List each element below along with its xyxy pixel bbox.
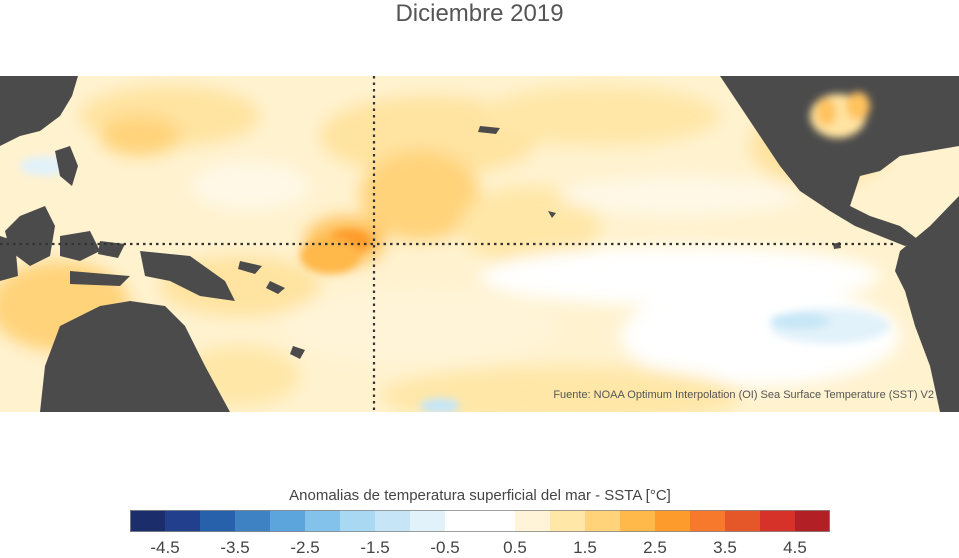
colorbar-tick-label: -4.5 [150, 538, 180, 557]
colorbar-bin [795, 510, 830, 532]
colorbar-bin [200, 510, 236, 532]
colorbar-bin [480, 510, 516, 532]
colorbar-bin [410, 510, 446, 532]
colorbar-tick-label: -3.5 [220, 538, 250, 557]
colorbar-tick-label: 3.5 [713, 538, 737, 557]
colorbar-bin [655, 510, 691, 532]
colorbar-bin [340, 510, 376, 532]
source-note: Fuente: NOAA Optimum Interpolation (OI) … [553, 389, 934, 401]
colorbar [130, 510, 830, 532]
colorbar-bin [305, 510, 341, 532]
colorbar-tick-label: 2.5 [643, 538, 667, 557]
colorbar-bin [165, 510, 201, 532]
colorbar-bin [585, 510, 621, 532]
colorbar-bin [270, 510, 306, 532]
colorbar-title: Anomalias de temperatura superficial del… [289, 487, 671, 504]
colorbar-bin [550, 510, 586, 532]
colorbar-tick-labels: -4.5 -3.5 -2.5 -1.5 -0.5 0.5 1.5 2.5 3.5 4.5 [130, 538, 830, 558]
colorbar-tick-label: 1.5 [573, 538, 597, 557]
colorbar-bin [445, 510, 481, 532]
colorbar-tick-label: -0.5 [430, 538, 460, 557]
colorbar-bin [515, 510, 551, 532]
colorbar-bin [235, 510, 271, 532]
colorbar-tick-label: -1.5 [360, 538, 390, 557]
colorbar-tick-label: 0.5 [503, 538, 527, 557]
colorbar-tick-label: 4.5 [783, 538, 807, 557]
colorbar-bin [620, 510, 656, 532]
map-title: Diciembre 2019 [395, 0, 564, 27]
anomaly-field [0, 86, 900, 412]
colorbar-bin [375, 510, 411, 532]
colorbar-bin [760, 510, 796, 532]
colorbar-bin [690, 510, 726, 532]
land-masses [0, 76, 959, 412]
colorbar-bin [130, 510, 166, 532]
colorbar-bin [725, 510, 761, 532]
sst-anomaly-map: Fuente: NOAA Optimum Interpolation (OI) … [0, 76, 959, 412]
colorbar-tick-label: -2.5 [290, 538, 320, 557]
